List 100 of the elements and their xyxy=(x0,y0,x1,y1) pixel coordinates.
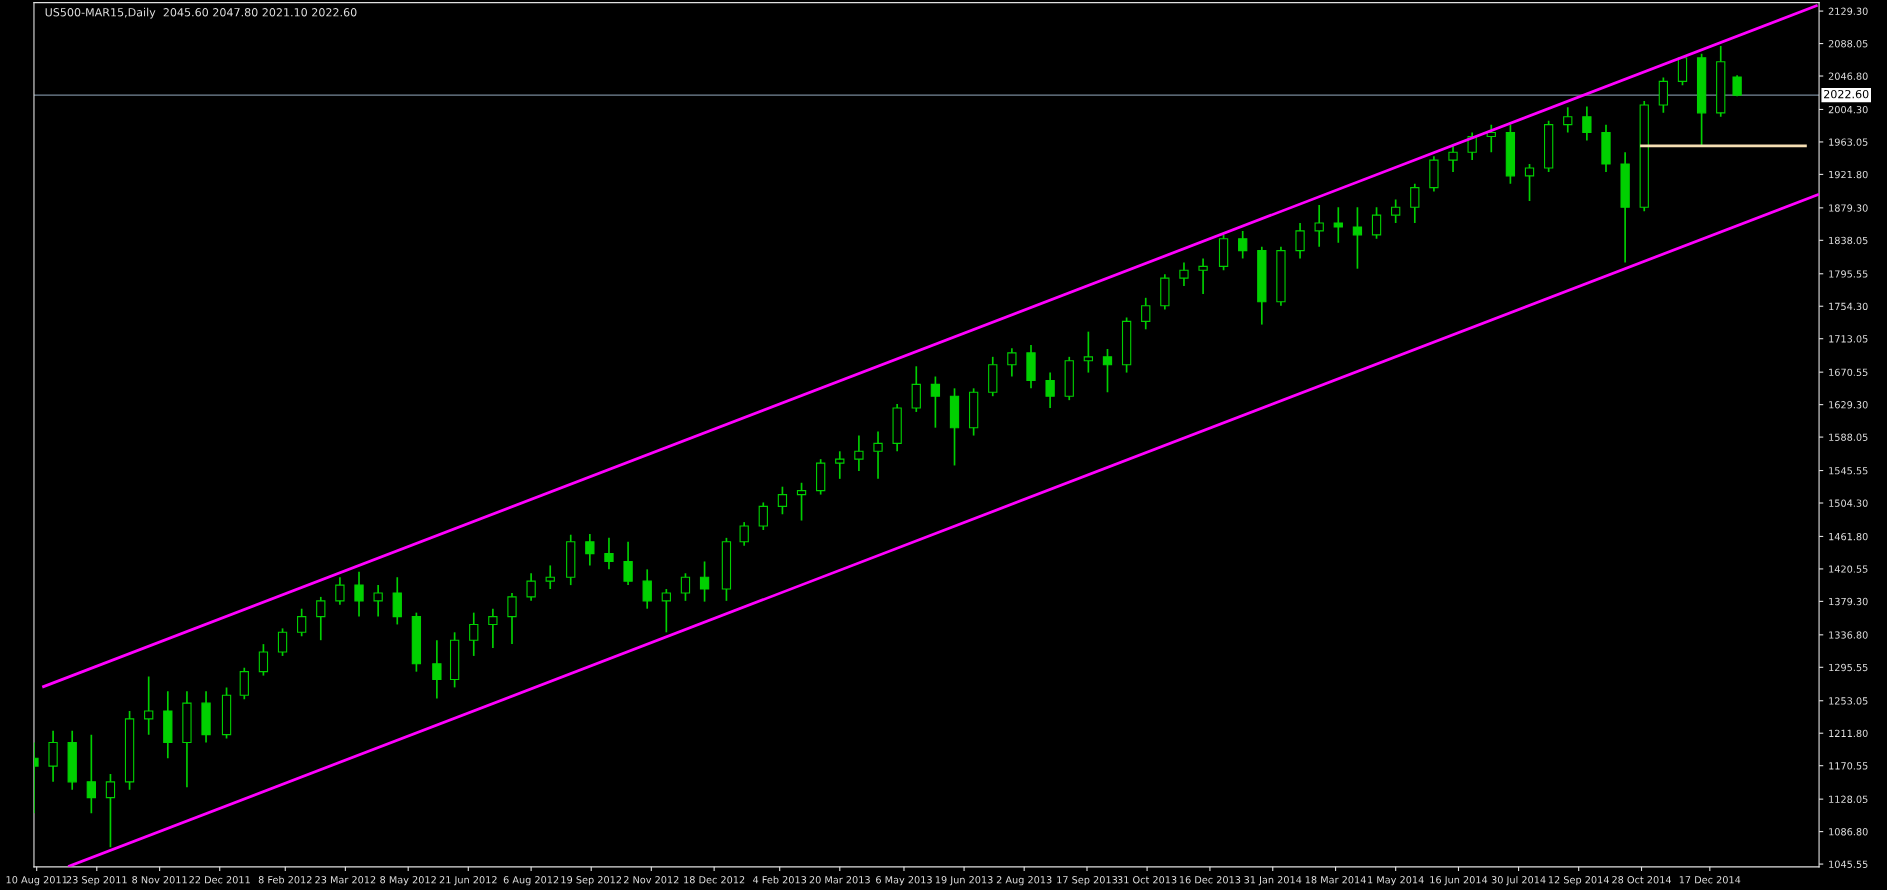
candlestick xyxy=(1314,204,1324,248)
candlestick xyxy=(144,675,154,736)
y-tick-label: 1795.55 xyxy=(1829,270,1868,278)
x-tick-label: 2 Aug 2013 xyxy=(996,876,1052,886)
candlestick xyxy=(1582,105,1592,142)
candlestick xyxy=(1410,182,1420,224)
candlestick xyxy=(1198,257,1208,295)
candlestick xyxy=(680,572,691,602)
candlestick xyxy=(1045,371,1055,409)
y-tick-label: 1211.80 xyxy=(1829,729,1868,738)
x-tick-label: 19 Jun 2013 xyxy=(935,876,993,886)
x-tick-label: 22 Dec 2011 xyxy=(189,876,250,884)
chart-title: US500-MAR15,Daily 2045.60 2047.80 2021.10 2022.60 xyxy=(45,7,357,19)
candlestick xyxy=(1007,347,1017,378)
candlestick xyxy=(354,570,364,618)
candlestick xyxy=(1179,261,1189,287)
candlestick xyxy=(373,584,383,618)
x-tick-label: 23 Mar 2012 xyxy=(315,876,376,884)
candlestick xyxy=(777,485,788,516)
x-tick-label: 17 Dec 2014 xyxy=(1679,876,1741,884)
candlestick xyxy=(1083,330,1094,374)
candlestick xyxy=(585,533,595,567)
x-tick-label: 18 Mar 2014 xyxy=(1305,876,1366,884)
candlestick xyxy=(604,537,614,571)
y-tick-label: 1713.05 xyxy=(1829,335,1868,343)
candlestick xyxy=(1677,56,1688,87)
candlestick xyxy=(873,430,883,480)
candlestick xyxy=(507,592,517,645)
candlestick xyxy=(1658,76,1669,114)
x-tick-label: 18 Dec 2012 xyxy=(684,876,745,884)
candlestick xyxy=(335,576,345,606)
candlestick xyxy=(105,773,116,849)
candlestick xyxy=(623,540,633,586)
candlestick xyxy=(48,729,58,783)
candlestick xyxy=(758,501,768,531)
x-tick-label: 17 Sep 2013 xyxy=(1057,876,1118,886)
candlestick xyxy=(432,639,442,700)
candlestick xyxy=(739,521,749,547)
y-tick-label: 2046.80 xyxy=(1828,72,1868,80)
candlestick xyxy=(1238,230,1248,260)
x-tick-label: 8 Nov 2011 xyxy=(132,876,187,884)
x-tick-label: 31 Jan 2014 xyxy=(1244,876,1302,886)
candlestick xyxy=(1295,222,1305,260)
y-tick-label: 1963.05 xyxy=(1829,138,1868,146)
ref-line-label: 2022.60 xyxy=(1824,89,1869,99)
y-tick-label: 1629.30 xyxy=(1829,401,1868,409)
x-tick-label: 6 Aug 2012 xyxy=(503,876,559,886)
candlestick xyxy=(526,572,536,602)
y-tick-label: 1128.05 xyxy=(1829,795,1868,803)
y-tick-label: 1461.80 xyxy=(1829,532,1868,541)
y-tick-label: 1420.55 xyxy=(1829,565,1868,573)
y-tick-label: 1838.05 xyxy=(1829,236,1868,245)
y-tick-label: 2004.30 xyxy=(1828,105,1868,114)
y-tick-label: 1879.30 xyxy=(1829,204,1868,212)
x-tick-label: 2 Nov 2012 xyxy=(623,876,679,884)
candlestick xyxy=(239,666,249,701)
candlestick xyxy=(86,733,96,815)
x-tick-label: 12 Sep 2014 xyxy=(1548,876,1609,886)
candlestick xyxy=(642,568,652,610)
x-tick-label: 19 Sep 2012 xyxy=(561,876,622,886)
y-tick-label: 1588.05 xyxy=(1829,433,1868,441)
y-tick-label: 1545.55 xyxy=(1829,467,1868,475)
x-tick-label: 6 May 2013 xyxy=(876,876,932,886)
y-tick-label: 2129.30 xyxy=(1828,7,1868,15)
candlestick xyxy=(930,375,941,429)
y-tick-label: 1336.80 xyxy=(1829,631,1868,639)
candlestick xyxy=(545,564,555,590)
candlestick xyxy=(316,596,326,642)
x-tick-label: 28 Oct 2014 xyxy=(1612,876,1672,884)
candlestick xyxy=(1333,206,1343,244)
candlestick xyxy=(835,450,845,480)
candlestick xyxy=(854,434,864,472)
candlestick xyxy=(1391,198,1401,224)
candlestick xyxy=(911,365,921,413)
candlestick xyxy=(661,588,671,634)
candlestick xyxy=(1524,163,1535,202)
candlestick xyxy=(1102,348,1113,394)
y-tick-label: 1921.80 xyxy=(1829,170,1868,179)
x-tick-label: 31 Oct 2013 xyxy=(1117,876,1177,884)
x-tick-label: 23 Sep 2011 xyxy=(66,876,127,886)
candlestick xyxy=(699,560,710,603)
candlestick xyxy=(1563,106,1573,134)
x-tick-label: 8 Feb 2012 xyxy=(258,875,312,884)
candlestick xyxy=(1371,206,1382,240)
y-tick-label: 1253.05 xyxy=(1829,697,1868,705)
x-tick-label: 30 Jul 2014 xyxy=(1491,875,1546,886)
x-tick-label: 8 May 2012 xyxy=(380,876,436,886)
x-tick-label: 16 Jun 2014 xyxy=(1430,876,1488,886)
x-tick-label: 1 May 2014 xyxy=(1368,876,1424,886)
y-tick-label: 2088.05 xyxy=(1828,40,1868,48)
y-tick-label: 1754.30 xyxy=(1829,302,1868,311)
y-tick-label: 1045.55 xyxy=(1829,860,1868,868)
y-tick-label: 1170.55 xyxy=(1829,762,1868,770)
x-tick-label: 16 Dec 2013 xyxy=(1179,876,1241,884)
y-tick-label: 1670.55 xyxy=(1829,368,1868,376)
y-tick-label: 1086.80 xyxy=(1829,828,1868,836)
x-tick-label: 21 Jun 2012 xyxy=(439,876,497,886)
candlestick xyxy=(796,481,807,522)
candlestick xyxy=(1352,206,1363,270)
candlestick xyxy=(297,607,307,638)
